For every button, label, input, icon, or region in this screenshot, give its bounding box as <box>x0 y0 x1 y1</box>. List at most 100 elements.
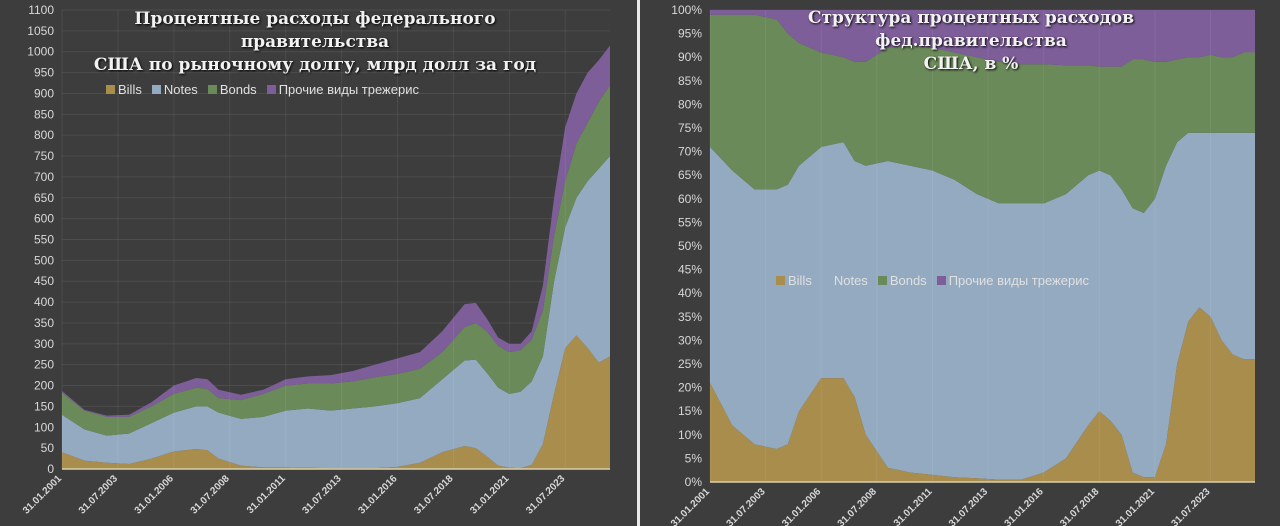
chart-title-line-1: Структура процентных расходов фед.правит… <box>807 8 1135 51</box>
legend-label: Notes <box>163 82 198 97</box>
legend-label: Bonds <box>889 273 927 288</box>
y-tick-label: 800 <box>34 128 54 142</box>
y-tick-label: 1000 <box>27 45 54 59</box>
y-tick-label: 85% <box>678 74 702 88</box>
y-tick-label: 70% <box>678 145 702 159</box>
y-tick-label: 350 <box>34 316 54 330</box>
y-tick-label: 90% <box>678 50 702 64</box>
legend-item-bills: Bills <box>776 273 812 288</box>
x-tick-label: 31.07.2023 <box>1169 486 1212 526</box>
legend-item-other: Прочие виды трежерис <box>936 273 1089 288</box>
y-tick-label: 95% <box>678 27 702 41</box>
x-tick-label: 31.07.2008 <box>836 486 879 526</box>
legend-swatch <box>821 276 831 285</box>
legend-label: Bonds <box>219 82 257 97</box>
y-tick-label: 300 <box>34 337 54 351</box>
x-tick-label: 31.01.2011 <box>892 486 935 526</box>
y-tick-label: 150 <box>34 399 54 413</box>
y-tick-label: 550 <box>34 233 54 247</box>
y-tick-label: 600 <box>34 212 54 226</box>
panel-divider <box>637 0 640 526</box>
area-notes <box>710 132 1255 480</box>
x-tick-label: 31.01.2011 <box>245 473 288 516</box>
x-tick-label: 31.01.2001 <box>21 473 64 516</box>
area-bills <box>62 335 610 469</box>
y-tick-label: 25% <box>678 357 702 371</box>
chart-title-line-2: США по рыночному долгу, млрд долл за год <box>93 55 537 75</box>
y-tick-label: 55% <box>678 215 702 229</box>
legend-item-notes: Notes <box>151 82 198 97</box>
x-tick-label: 31.01.2006 <box>133 473 176 516</box>
legend-label: Bills <box>118 82 142 97</box>
x-tick-label: 31.07.2003 <box>77 473 120 516</box>
x-tick-label: 31.01.2021 <box>468 473 511 516</box>
y-tick-label: 5% <box>685 451 703 465</box>
left-chart-panel: 0 50 100 150 200 250 300 350 400 450 500 550 600 650 7… <box>0 0 637 526</box>
legend-swatch <box>936 276 946 285</box>
y-tick-label: 15% <box>678 404 702 418</box>
chart-title-line-2: США, в % <box>923 54 1019 74</box>
y-tick-label: 45% <box>678 263 702 277</box>
legend-item-other: Прочие виды трежерис <box>266 82 419 97</box>
y-tick-label: 0 <box>47 462 54 476</box>
interest-structure-chart: 0% 5% 10% 15% 20% 25% 30% 35% 40% 45% 50% 55% 60% 65%… <box>669 3 1255 526</box>
legend-label: Прочие виды трежерис <box>948 273 1089 288</box>
y-tick-label: 700 <box>34 170 54 184</box>
legend-item-bills: Bills <box>106 82 142 97</box>
x-tick-label: 31.07.2013 <box>301 473 344 516</box>
area-bills <box>710 307 1255 482</box>
interest-expense-chart: 0 50 100 150 200 250 300 350 400 450 500 550 600 650 7… <box>21 3 610 517</box>
y-tick-label: 850 <box>34 107 54 121</box>
y-tick-label: 80% <box>678 97 702 111</box>
x-tick-label: 31.07.2018 <box>412 473 455 516</box>
y-tick-label: 50% <box>678 239 702 253</box>
area-bonds <box>710 14 1255 213</box>
chart-title: Процентные расходы федерального правител… <box>70 8 560 77</box>
y-tick-label: 100% <box>671 3 702 17</box>
legend-swatch <box>106 85 115 94</box>
legend-label: Notes <box>833 273 868 288</box>
x-tick-label: 31.01.2001 <box>669 486 712 526</box>
y-tick-label: 100 <box>34 420 54 434</box>
x-tick-label: 31.07.2003 <box>725 486 768 526</box>
y-tick-label: 30% <box>678 333 702 347</box>
y-tick-label: 0% <box>685 475 703 489</box>
legend-swatch <box>877 276 887 285</box>
legend-swatch <box>776 276 785 285</box>
chart-legend: Bills Notes Bonds Прочие виды трежерис <box>776 273 1089 288</box>
y-tick-label: 400 <box>34 295 54 309</box>
legend-swatch <box>266 85 276 94</box>
area-notes <box>62 156 610 469</box>
legend-label: Прочие виды трежерис <box>278 82 419 97</box>
legend-label: Bills <box>788 273 812 288</box>
y-tick-label: 1050 <box>27 24 54 38</box>
y-tick-label: 60% <box>678 192 702 206</box>
x-tick-label: 31.07.2023 <box>524 473 567 516</box>
y-tick-label: 250 <box>34 358 54 372</box>
x-tick-label: 31.01.2016 <box>1003 486 1046 526</box>
x-tick-label: 31.07.2018 <box>1058 486 1101 526</box>
y-tick-label: 10% <box>678 428 702 442</box>
y-tick-label: 20% <box>678 381 702 395</box>
y-tick-label: 40% <box>678 286 702 300</box>
y-tick-label: 450 <box>34 274 54 288</box>
y-tick-label: 750 <box>34 149 54 163</box>
y-tick-label: 65% <box>678 168 702 182</box>
y-tick-label: 1100 <box>28 3 54 17</box>
y-tick-label: 900 <box>34 86 54 100</box>
y-tick-label: 200 <box>34 379 54 393</box>
y-tick-label: 35% <box>678 310 702 324</box>
legend-item-bonds: Bonds <box>207 82 257 97</box>
chart-title-line-1: Процентные расходы федерального правител… <box>134 9 496 52</box>
chart-legend: Bills Notes Bonds Прочие виды трежерис <box>106 82 419 97</box>
x-tick-label: 31.01.2021 <box>1114 486 1157 526</box>
area-bonds <box>62 85 610 436</box>
legend-swatch <box>207 85 217 94</box>
y-tick-label: 650 <box>34 191 54 205</box>
chart-title: Структура процентных расходов фед.правит… <box>731 7 1211 76</box>
x-tick-label: 31.07.2013 <box>947 486 990 526</box>
legend-swatch <box>151 85 161 94</box>
legend-item-bonds: Bonds <box>877 273 927 288</box>
y-tick-label: 50 <box>41 441 55 455</box>
x-tick-label: 31.01.2006 <box>780 486 823 526</box>
